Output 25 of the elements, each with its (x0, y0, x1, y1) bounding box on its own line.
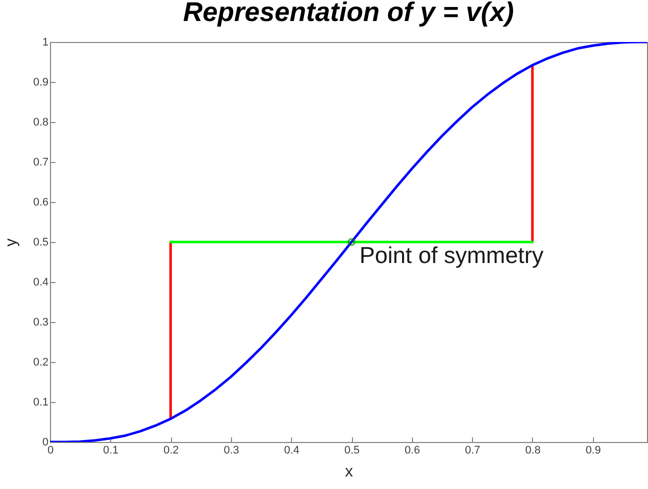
y-tick-label: 0.7 (33, 156, 48, 168)
y-axis-title: y (3, 238, 20, 246)
x-axis-title: x (345, 464, 353, 480)
y-tick-label: 0.8 (33, 116, 48, 128)
y-tick-label: 0.3 (33, 316, 48, 328)
annotation: Point of symmetry (360, 242, 544, 268)
line-series (50, 42, 647, 442)
chart-title: Representation of y = v(x) (183, 0, 514, 27)
y-tick-label: 0.9 (33, 76, 48, 88)
y-tick-label: 0.6 (33, 196, 48, 208)
x-tick-label: 0.4 (284, 444, 300, 456)
x-tick-label: 0.3 (224, 444, 240, 456)
x-tick-label: 0.8 (525, 444, 541, 456)
y-tick-label: 1 (42, 36, 48, 48)
y-tick-label: 0.5 (33, 236, 48, 248)
x-tick-label: 0.9 (586, 444, 601, 456)
x-tick-label: 0.2 (163, 444, 179, 456)
y-tick-label: 0.1 (33, 396, 48, 408)
x-tick-label: 0.5 (344, 444, 360, 456)
x-tick-label: 0.7 (464, 444, 480, 456)
x-tick-label: 0.1 (103, 444, 118, 456)
x-tick-label: 0.6 (404, 444, 420, 456)
y-tick-label: 0 (42, 436, 48, 448)
y-tick-label: 0.2 (33, 356, 48, 368)
y-tick-label: 0.4 (33, 276, 48, 288)
